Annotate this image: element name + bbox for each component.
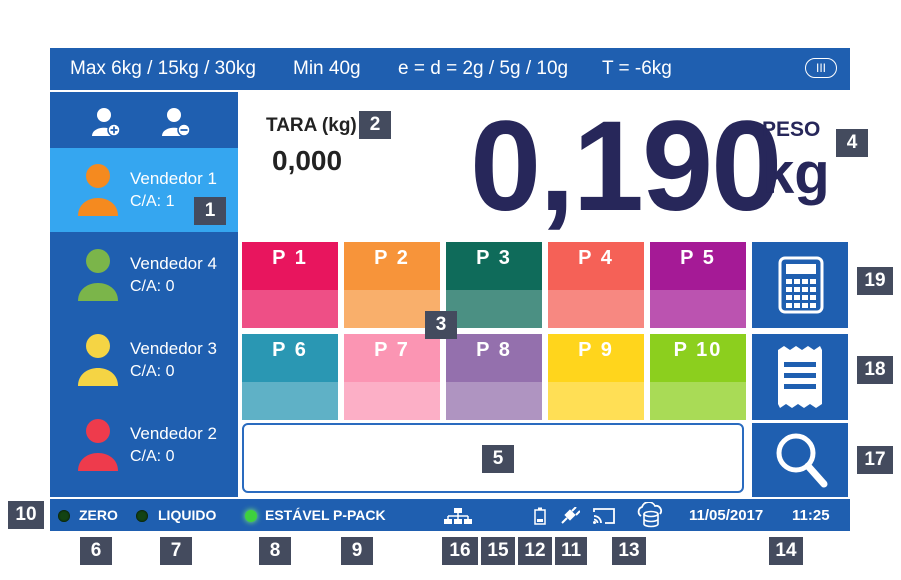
seller-sidebar: Vendedor 1 C/A: 1 Vendedor 4 C/A: 0 Vend… bbox=[50, 92, 238, 497]
preset-button-p8[interactable]: P 8 bbox=[446, 334, 542, 420]
seller-ca: C/A: 0 bbox=[130, 448, 175, 465]
peso-label: PESO bbox=[762, 118, 821, 141]
status-zero: ZERO bbox=[79, 507, 118, 523]
liquido-led bbox=[136, 510, 148, 522]
person-icon bbox=[76, 247, 120, 303]
preset-button-p4[interactable]: P 4 bbox=[548, 242, 644, 328]
accuracy-class-badge: III bbox=[805, 58, 837, 78]
preset-label: P 5 bbox=[680, 247, 716, 269]
callout-10: 10 bbox=[8, 501, 44, 529]
callout-1: 1 bbox=[194, 197, 226, 225]
zero-led bbox=[58, 510, 70, 522]
tara-label: TARA (kg) bbox=[266, 115, 357, 136]
preset-label: P 2 bbox=[374, 247, 410, 269]
status-time: 11:25 bbox=[792, 507, 830, 524]
power-plug-icon bbox=[561, 507, 580, 524]
callout-17: 17 bbox=[857, 446, 893, 474]
preset-label: P 9 bbox=[578, 339, 614, 361]
callout-5: 5 bbox=[482, 445, 514, 473]
seller-item[interactable]: Vendedor 4 C/A: 0 bbox=[50, 233, 238, 317]
person-icon bbox=[76, 417, 120, 473]
preset-button-p5[interactable]: P 5 bbox=[650, 242, 746, 328]
status-liquido: LIQUIDO bbox=[158, 507, 217, 523]
callout-13: 13 bbox=[612, 537, 646, 565]
preset-label: P 8 bbox=[476, 339, 512, 361]
seller-name: Vendedor 1 bbox=[130, 169, 217, 188]
callout-2: 2 bbox=[359, 111, 391, 139]
preset-button-p2[interactable]: P 2 bbox=[344, 242, 440, 328]
preset-button-p6[interactable]: P 6 bbox=[242, 334, 338, 420]
callout-15: 15 bbox=[481, 537, 515, 565]
status-estavel: ESTÁVEL bbox=[265, 507, 330, 523]
battery-icon bbox=[534, 507, 546, 525]
callout-12: 12 bbox=[518, 537, 552, 565]
seller-item[interactable]: Vendedor 2 C/A: 0 bbox=[50, 403, 238, 487]
preset-button-p7[interactable]: P 7 bbox=[344, 334, 440, 420]
seller-name: Vendedor 2 bbox=[130, 424, 217, 443]
preset-label: P 1 bbox=[272, 247, 308, 269]
callout-8: 8 bbox=[259, 537, 291, 565]
spec-bar: Max 6kg / 15kg / 30kg Min 40g e = d = 2g… bbox=[50, 48, 850, 90]
seller-ca: C/A: 0 bbox=[130, 363, 175, 380]
callout-4: 4 bbox=[836, 129, 868, 157]
preset-label: P 10 bbox=[673, 339, 723, 361]
preset-button-p9[interactable]: P 9 bbox=[548, 334, 644, 420]
seller-name: Vendedor 4 bbox=[130, 254, 217, 273]
estavel-led bbox=[245, 510, 257, 522]
weight-readout: 0,190 bbox=[470, 95, 782, 238]
cloud-database-icon bbox=[637, 502, 662, 528]
user-add-icon[interactable] bbox=[90, 106, 124, 138]
spec-division: e = d = 2g / 5g / 10g bbox=[398, 58, 569, 79]
preset-button-p1[interactable]: P 1 bbox=[242, 242, 338, 328]
search-button[interactable] bbox=[752, 423, 848, 497]
seller-ca: C/A: 0 bbox=[130, 278, 175, 295]
preset-label: P 6 bbox=[272, 339, 308, 361]
seller-name: Vendedor 3 bbox=[130, 339, 217, 358]
preset-label: P 7 bbox=[374, 339, 410, 361]
status-date: 11/05/2017 bbox=[689, 507, 764, 524]
preset-label: P 4 bbox=[578, 247, 614, 269]
person-icon bbox=[76, 332, 120, 388]
seller-ca: C/A: 1 bbox=[130, 193, 175, 210]
calculator-icon bbox=[778, 256, 824, 314]
preset-button-p10[interactable]: P 10 bbox=[650, 334, 746, 420]
network-icon bbox=[444, 508, 472, 524]
spec-max: Max 6kg / 15kg / 30kg bbox=[70, 58, 256, 79]
callout-14: 14 bbox=[769, 537, 803, 565]
seller-item[interactable]: Vendedor 3 C/A: 0 bbox=[50, 318, 238, 402]
cast-icon bbox=[593, 508, 615, 524]
calculator-button[interactable] bbox=[752, 242, 848, 328]
callout-16: 16 bbox=[442, 537, 478, 565]
input-field[interactable] bbox=[242, 423, 744, 493]
person-icon bbox=[76, 162, 120, 218]
callout-18: 18 bbox=[857, 356, 893, 384]
weight-unit: kg bbox=[762, 141, 830, 206]
tara-value: 0,000 bbox=[272, 145, 343, 176]
callout-7: 7 bbox=[160, 537, 192, 565]
receipt-icon bbox=[778, 346, 822, 408]
spec-min: Min 40g bbox=[293, 58, 361, 79]
callout-9: 9 bbox=[341, 537, 373, 565]
receipt-button[interactable] bbox=[752, 334, 848, 420]
spec-tare-limit: T = -6kg bbox=[602, 58, 672, 79]
status-ppack: P-PACK bbox=[333, 507, 386, 523]
status-bar: ZERO LIQUIDO ESTÁVEL P-PACK 11/05/2017 1… bbox=[50, 499, 850, 531]
search-icon bbox=[776, 433, 828, 488]
preset-label: P 3 bbox=[476, 247, 512, 269]
callout-19: 19 bbox=[857, 267, 893, 295]
preset-button-p3[interactable]: P 3 bbox=[446, 242, 542, 328]
callout-3: 3 bbox=[425, 311, 457, 339]
callout-11: 11 bbox=[555, 537, 587, 565]
user-remove-icon[interactable] bbox=[160, 106, 194, 138]
callout-6: 6 bbox=[80, 537, 112, 565]
